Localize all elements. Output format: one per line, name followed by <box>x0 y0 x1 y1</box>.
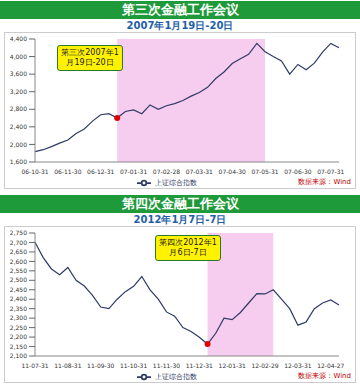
svg-text:07-06-30: 07-06-30 <box>284 168 311 175</box>
svg-text:2,700: 2,700 <box>10 239 27 246</box>
svg-text:3,600: 3,600 <box>10 70 27 77</box>
svg-text:12-04-27: 12-04-27 <box>317 362 344 369</box>
svg-text:11-12-31: 11-12-31 <box>186 362 213 369</box>
svg-text:2,100: 2,100 <box>10 352 27 359</box>
html-text:2012年1月7日-7日: 2012年1月7日-7日 <box>133 214 227 225</box>
html-text:上证综合指数: 上证综合指数 <box>155 178 197 187</box>
svg-text:2,400: 2,400 <box>10 123 27 130</box>
svg-text:2,650: 2,650 <box>10 248 27 255</box>
svg-text:12-01-31: 12-01-31 <box>219 362 246 369</box>
svg-text:11-08-31: 11-08-31 <box>54 362 81 369</box>
svg-text:11-07-31: 11-07-31 <box>21 362 48 369</box>
svg-text:3,200: 3,200 <box>10 88 27 95</box>
svg-text:2,350: 2,350 <box>10 305 27 312</box>
html-text:第四次2012年1月6日-7日: 第四次2012年1月6日-7日 <box>159 238 217 257</box>
svg-text:07-07-31: 07-07-31 <box>317 168 344 175</box>
html-text:数据来源：Wind: 数据来源：Wind <box>298 372 351 380</box>
svg-text:2,500: 2,500 <box>10 276 27 283</box>
svg-text:2,000: 2,000 <box>10 141 27 148</box>
svg-text:2,200: 2,200 <box>10 333 27 340</box>
svg-text:2,300: 2,300 <box>10 314 27 321</box>
html-text:2007年1月19日-20日: 2007年1月19日-20日 <box>126 20 234 31</box>
html-text:第三次2007年1月19日-20日: 第三次2007年1月19日-20日 <box>61 48 119 67</box>
svg-text:12-03-31: 12-03-31 <box>284 362 311 369</box>
svg-text:1,600: 1,600 <box>10 158 27 165</box>
svg-text:11-11-30: 11-11-30 <box>153 362 180 369</box>
svg-text:11-10-31: 11-10-31 <box>120 362 147 369</box>
svg-text:07-05-31: 07-05-31 <box>251 168 278 175</box>
svg-text:06-11-30: 06-11-30 <box>54 168 81 175</box>
svg-text:07-04-30: 07-04-30 <box>219 168 246 175</box>
svg-text:07-02-28: 07-02-28 <box>153 168 180 175</box>
svg-text:2,450: 2,450 <box>10 286 27 293</box>
svg-text:4,400: 4,400 <box>10 35 27 42</box>
svg-text:2,550: 2,550 <box>10 267 27 274</box>
svg-text:2,250: 2,250 <box>10 324 27 331</box>
html-text:上证综合指数: 上证综合指数 <box>155 372 197 381</box>
svg-text:4,000: 4,000 <box>10 53 27 60</box>
svg-text:11-09-30: 11-09-30 <box>87 362 114 369</box>
svg-text:2,800: 2,800 <box>10 105 27 112</box>
svg-text:2,750: 2,750 <box>10 229 27 236</box>
svg-text:2,400: 2,400 <box>10 295 27 302</box>
html-text:第三次金融工作会议: 第三次金融工作会议 <box>121 2 239 17</box>
svg-text:2,600: 2,600 <box>10 258 27 265</box>
svg-text:07-03-31: 07-03-31 <box>186 168 213 175</box>
svg-text:06-12-31: 06-12-31 <box>87 168 114 175</box>
svg-text:12-02-29: 12-02-29 <box>251 362 278 369</box>
html-text:第四次金融工作会议: 第四次金融工作会议 <box>121 196 239 211</box>
svg-text:06-10-31: 06-10-31 <box>21 168 48 175</box>
svg-text:2,150: 2,150 <box>10 343 27 350</box>
svg-text:07-01-31: 07-01-31 <box>120 168 147 175</box>
html-text:数据来源：Wind: 数据来源：Wind <box>298 178 351 186</box>
